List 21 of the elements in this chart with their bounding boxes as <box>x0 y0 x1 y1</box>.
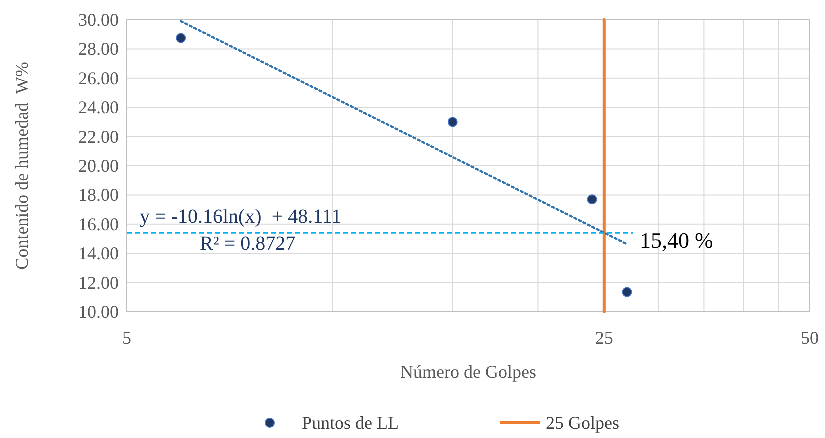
y-tick-label: 16.00 <box>78 214 119 234</box>
y-tick-label: 30.00 <box>78 10 119 30</box>
annotation: R² = 0.8727 <box>200 233 296 255</box>
x-tick-label: 50 <box>801 328 819 348</box>
ref-line-label: 15,40 % <box>640 228 714 254</box>
y-tick-label: 24.00 <box>78 98 119 118</box>
x-tick-label: 5 <box>122 328 132 348</box>
y-tick-label: 28.00 <box>78 39 119 60</box>
x-tick-label: 25 <box>595 328 614 348</box>
y-tick-label: 26.00 <box>78 68 119 88</box>
annotation: y = -10.16ln(x) + 48.111 <box>140 206 342 228</box>
legend-label: Puntos de LL <box>302 413 399 433</box>
y-tick-label: 20.00 <box>78 156 119 176</box>
x-axis-title: Número de Golpes <box>400 362 536 382</box>
y-tick-label: 22.00 <box>78 126 119 147</box>
y-tick-label: 12.00 <box>78 272 119 293</box>
y-tick-label: 18.00 <box>78 185 119 206</box>
y-tick-label: 10.00 <box>78 302 119 322</box>
y-tick-label: 14.00 <box>78 244 119 264</box>
legend-label: 25 Golpes <box>546 413 620 433</box>
y-axis-title: Contenido de humedad W% <box>12 62 32 270</box>
